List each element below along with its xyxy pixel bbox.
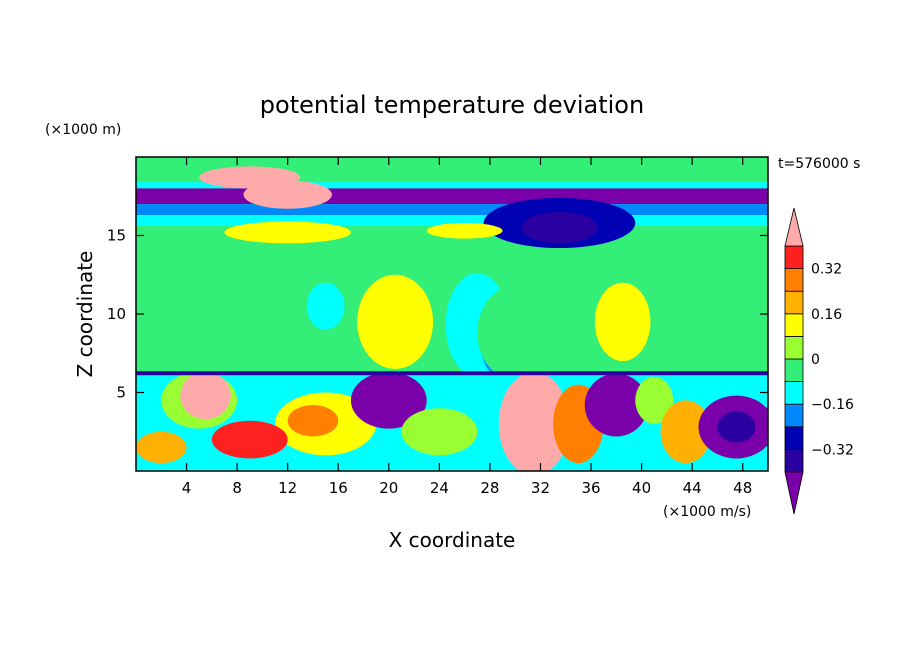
time-label: t=576000 s: [778, 156, 860, 172]
field-pink-patch: [180, 372, 231, 420]
field-purple-patch: [584, 373, 648, 437]
temperature-field: [136, 157, 768, 471]
y-unit-label: (×1000 m): [45, 122, 121, 138]
colorbar-label: −0.16: [811, 397, 854, 413]
colorbar-swatch: [784, 313, 804, 337]
field-orange-patch: [287, 405, 339, 437]
field-orange-patch: [660, 400, 712, 464]
field-green-patch: [192, 251, 231, 314]
field-green-patch: [401, 408, 478, 456]
x-tick-label: 40: [632, 479, 651, 497]
y-tick-label: 10: [107, 305, 126, 323]
colorbar-label: 0.16: [811, 307, 842, 323]
colorbar-swatch: [784, 403, 804, 428]
x-tick-label: 48: [733, 479, 752, 497]
x-axis: 4 8 12 16 20 24 28 32 36 40 44 48: [182, 157, 752, 497]
colorbar-swatch: [784, 358, 804, 383]
field-orange-patch: [136, 431, 187, 464]
x-unit-label: (×1000 m/s): [663, 504, 751, 520]
colorbar: 0.32 0.16 0 −0.16 −0.32: [784, 207, 854, 515]
colorbar-over-triangle: [784, 207, 804, 247]
x-tick-label: 8: [232, 479, 242, 497]
colorbar-swatch: [784, 335, 804, 360]
x-tick-label: 20: [379, 479, 398, 497]
colorbar-swatch: [784, 245, 804, 270]
x-tick-label: 16: [329, 479, 348, 497]
y-axis-title: Z coordinate: [73, 251, 97, 378]
field-yellow-patch: [426, 222, 503, 239]
field-purple-band: [136, 188, 768, 205]
y-tick-label: 15: [107, 227, 126, 245]
field-trough-core: [521, 211, 598, 244]
x-tick-label: 44: [683, 479, 702, 497]
colorbar-swatch: [784, 381, 804, 405]
x-tick-label: 24: [430, 479, 449, 497]
y-tick-label: 5: [116, 384, 126, 402]
field-dark-patch: [717, 411, 756, 443]
field-yellow-patch: [594, 282, 651, 362]
x-axis-title: X coordinate: [389, 528, 516, 552]
x-tick-label: 32: [531, 479, 550, 497]
colorbar-swatch: [784, 268, 804, 292]
colorbar-swatch: [784, 448, 804, 473]
x-tick-label: 12: [278, 479, 297, 497]
colorbar-swatch: [784, 290, 804, 315]
x-tick-label: 36: [581, 479, 600, 497]
field-green-patch: [477, 285, 554, 380]
field-yellow-patch: [224, 221, 351, 244]
y-axis: 5 10 15: [107, 227, 768, 402]
colorbar-label: −0.32: [811, 442, 854, 458]
x-tick-label: 28: [480, 479, 499, 497]
colorbar-swatch: [784, 426, 804, 450]
field-green-patch: [635, 376, 674, 424]
field-cyan-patch: [306, 282, 345, 330]
field-purple-patch: [350, 372, 427, 429]
x-tick-label: 4: [182, 479, 192, 497]
field-cyan-band: [136, 182, 768, 189]
field-blue-band: [136, 204, 768, 216]
colorbar-label: 0.32: [811, 262, 842, 278]
field-red-patch: [211, 420, 288, 459]
field-interface-line: [136, 371, 768, 376]
chart-title: potential temperature deviation: [260, 91, 644, 119]
field-pink-column: [498, 372, 570, 471]
field-cyan-band-2: [136, 215, 768, 227]
colorbar-under-triangle: [784, 471, 804, 515]
colorbar-label: 0: [811, 352, 820, 368]
field-pink-cloud: [243, 180, 332, 209]
field-yellow-patch: [357, 274, 434, 369]
